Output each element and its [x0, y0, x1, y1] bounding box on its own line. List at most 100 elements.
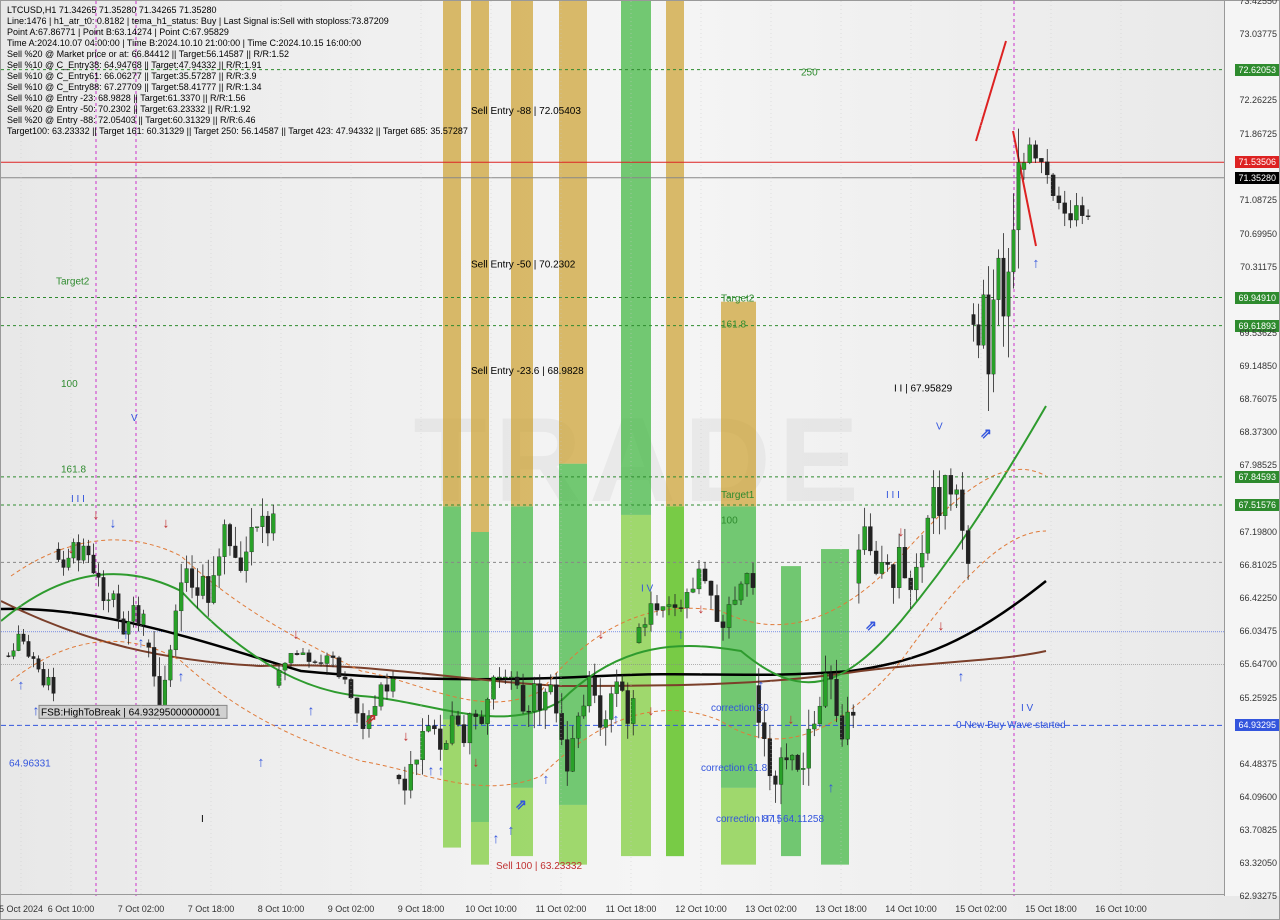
svg-text:↓: ↓	[293, 625, 300, 641]
svg-text:↓: ↓	[938, 617, 945, 633]
svg-text:161.8: 161.8	[61, 464, 86, 475]
x-tick-label: 15 Oct 02:00	[955, 904, 1007, 914]
svg-text:V: V	[936, 422, 943, 433]
y-tick-label: 62.93275	[1239, 891, 1277, 901]
y-tick-label: 69.14850	[1239, 361, 1277, 371]
info-line: LTCUSD,H1 71.34265 71.35280 71.34265 71.…	[7, 5, 468, 16]
svg-text:↑: ↑	[958, 668, 965, 684]
x-tick-label: 11 Oct 02:00	[536, 904, 587, 914]
svg-text:Target1: Target1	[721, 490, 755, 501]
svg-text:250: 250	[801, 68, 818, 79]
y-tick-label: 69.94910	[1235, 292, 1279, 304]
x-axis: 5 Oct 2024 6 Oct 10:00 7 Oct 02:00 7 Oct 18…	[1, 894, 1225, 919]
svg-text:⇗: ⇗	[865, 617, 877, 633]
info-line: Sell %20 @ Market price or at: 66.84412 …	[7, 49, 468, 60]
svg-text:⇗: ⇗	[515, 796, 527, 812]
svg-text:Sell 100 | 63.23332: Sell 100 | 63.23332	[496, 861, 582, 872]
svg-text:↑: ↑	[758, 677, 765, 693]
svg-text:↓: ↓	[93, 506, 100, 522]
y-tick-label: 70.31175	[1240, 262, 1277, 272]
y-tick-label: 63.32050	[1239, 858, 1277, 868]
y-tick-label: 73.42550	[1239, 0, 1277, 6]
svg-text:Sell Entry -23.6 | 68.9828: Sell Entry -23.6 | 68.9828	[471, 366, 584, 377]
svg-text:↑: ↑	[18, 677, 25, 693]
x-tick-label: 5 Oct 2024	[0, 904, 43, 914]
svg-text:V: V	[131, 413, 138, 424]
svg-text:100: 100	[61, 379, 78, 390]
x-tick-label: 11 Oct 18:00	[606, 904, 657, 914]
svg-text:161.8: 161.8	[721, 319, 746, 330]
svg-text:↑: ↑	[308, 702, 315, 718]
svg-text:↓: ↓	[110, 514, 117, 530]
svg-text:I V: I V	[1021, 703, 1034, 714]
svg-text:Sell Entry -88 | 72.05403: Sell Entry -88 | 72.05403	[471, 106, 581, 117]
svg-text:I: I	[201, 814, 204, 825]
svg-text:⇗: ⇗	[365, 711, 377, 727]
svg-text:↓: ↓	[163, 514, 170, 530]
svg-text:↑: ↑	[508, 822, 515, 838]
svg-text:↓: ↓	[648, 702, 655, 718]
y-tick-label: 66.03475	[1239, 626, 1277, 636]
y-tick-label: 68.76075	[1239, 394, 1277, 404]
svg-text:↑: ↑	[123, 625, 130, 641]
svg-text:↑: ↑	[1033, 254, 1040, 270]
info-line: Sell %20 @ Entry -50: 70.2302 || Target:…	[7, 104, 468, 115]
info-line: Sell %10 @ C_Entry38: 64.94768 || Target…	[7, 60, 468, 71]
y-tick-label: 63.70825	[1239, 825, 1277, 835]
info-line: Sell %10 @ Entry -23: 68.9828 || Target:…	[7, 93, 468, 104]
y-tick-label: 70.69950	[1239, 229, 1277, 239]
y-axis: 73.4255073.0377572.6205372.2622571.86725…	[1224, 1, 1279, 896]
x-tick-label: 9 Oct 18:00	[398, 904, 445, 914]
y-tick-label: 64.48375	[1239, 759, 1277, 769]
y-tick-label: 72.62053	[1235, 64, 1279, 76]
svg-text:100: 100	[721, 515, 738, 526]
info-line: Sell %20 @ Entry -88: 72.05403 || Target…	[7, 115, 468, 126]
svg-text:I I I: I I I	[886, 490, 900, 501]
x-tick-label: 12 Oct 10:00	[675, 904, 727, 914]
svg-text:↓: ↓	[403, 728, 410, 744]
svg-text:I V: I V	[641, 584, 654, 595]
x-tick-label: 7 Oct 02:00	[118, 904, 165, 914]
x-tick-label: 8 Oct 10:00	[258, 904, 305, 914]
x-tick-label: 9 Oct 02:00	[328, 904, 375, 914]
x-tick-label: 16 Oct 10:00	[1095, 904, 1147, 914]
svg-text:↓: ↓	[598, 625, 605, 641]
svg-text:I I I | 64.11258: I I I | 64.11258	[761, 814, 824, 825]
x-tick-label: 6 Oct 10:00	[48, 904, 95, 914]
svg-text:I I I: I I I	[71, 494, 85, 505]
svg-text:0 New Buy Wave started: 0 New Buy Wave started	[956, 720, 1066, 731]
svg-text:↑: ↑	[613, 711, 620, 727]
y-tick-label: 71.53506	[1235, 156, 1279, 168]
x-tick-label: 10 Oct 10:00	[465, 904, 517, 914]
y-tick-label: 66.42250	[1239, 593, 1277, 603]
svg-text:↓: ↓	[473, 753, 480, 769]
chart-container: TRADE ↑↑↓↓↓↑↑↓↑↑↓↑⇗↓↑↑↓↑↑⇗↑↓↑↓↑↓↑↓↑⇗↓↓↑⇗…	[0, 0, 1280, 920]
y-tick-label: 71.08725	[1239, 195, 1277, 205]
info-line: Sell %10 @ C_Entry88: 67.27709 || Target…	[7, 82, 468, 93]
svg-text:⇗: ⇗	[980, 425, 992, 441]
y-tick-label: 68.37300	[1239, 427, 1277, 437]
y-tick-label: 69.53625	[1239, 328, 1277, 338]
info-line: Point A:67.86771 | Point B:63.14274 | Po…	[7, 27, 468, 38]
x-tick-label: 13 Oct 18:00	[815, 904, 867, 914]
y-tick-label: 66.81025	[1239, 560, 1277, 570]
x-tick-label: 14 Oct 10:00	[885, 904, 937, 914]
svg-text:64.96331: 64.96331	[9, 759, 51, 770]
svg-text:↑: ↑	[178, 668, 185, 684]
y-tick-label: 71.35280	[1235, 172, 1279, 184]
info-line: Time A:2024.10.07 04:00:00 | Time B:2024…	[7, 38, 468, 49]
svg-text:↑: ↑	[33, 702, 40, 718]
svg-text:↑: ↑	[828, 779, 835, 795]
svg-text:correction 61.8: correction 61.8	[701, 763, 768, 774]
svg-text:↑: ↑	[678, 625, 685, 641]
y-tick-label: 67.51576	[1235, 499, 1279, 511]
svg-text:↑: ↑	[258, 753, 265, 769]
x-tick-label: 7 Oct 18:00	[188, 904, 235, 914]
y-tick-label: 64.09600	[1239, 792, 1277, 802]
svg-text:↑: ↑	[493, 830, 500, 846]
svg-text:↓: ↓	[788, 711, 795, 727]
svg-text:correction 50: correction 50	[711, 703, 769, 714]
info-line: Target100: 63.23332 || Target 161: 60.31…	[7, 126, 468, 137]
info-panel: LTCUSD,H1 71.34265 71.35280 71.34265 71.…	[7, 5, 468, 137]
x-tick-label: 13 Oct 02:00	[745, 904, 797, 914]
